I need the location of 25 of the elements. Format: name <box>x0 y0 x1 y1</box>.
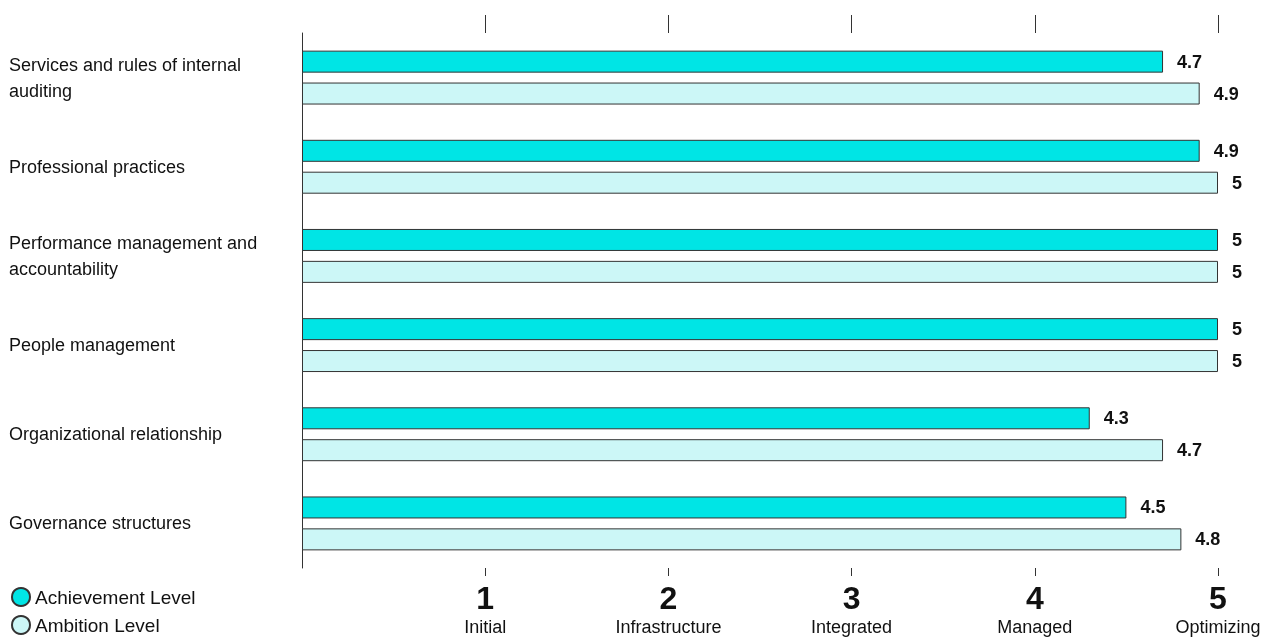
y-tick-label: Performance management and accountability <box>9 232 263 279</box>
y-tick-label: Governance structures <box>9 513 192 534</box>
y-tick-label: Organizational relationship <box>9 424 223 445</box>
x-tick-label: 3 Integrated <box>811 580 893 637</box>
x-tick-label: 2 Infrastructure <box>615 580 722 637</box>
x-tick-label: 1 Initial <box>464 580 507 637</box>
data-label: 4.5 <box>1140 497 1166 518</box>
x-tick-label: 4 Managed <box>997 580 1073 637</box>
data-label: 5 <box>1232 261 1243 282</box>
y-tick-label: Professional practices <box>9 156 186 177</box>
data-label: 5 <box>1232 229 1243 250</box>
data-label: 5 <box>1232 172 1243 193</box>
data-label: 4.9 <box>1213 140 1239 161</box>
legend-label: Achievement Level <box>35 586 196 608</box>
legend-label: Ambition Level <box>35 614 160 636</box>
data-label: 5 <box>1232 319 1243 340</box>
y-tick-label: People management <box>9 335 176 356</box>
data-label: 4.7 <box>1177 440 1203 461</box>
data-label: 4.9 <box>1213 83 1239 104</box>
data-label: 5 <box>1232 351 1243 372</box>
data-label: 4.7 <box>1177 51 1203 72</box>
y-tick-label: Services and rules of internal auditing <box>9 54 247 101</box>
data-label: 4.8 <box>1195 529 1221 550</box>
data-label: 4.3 <box>1103 408 1129 429</box>
x-tick-label: 5 Optimizing <box>1175 580 1261 637</box>
